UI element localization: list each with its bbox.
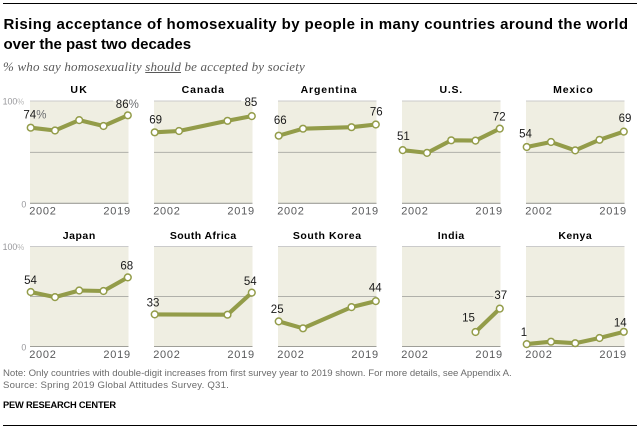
svg-text:68: 68 <box>120 261 133 273</box>
svg-text:2019: 2019 <box>227 349 254 361</box>
svg-text:2019: 2019 <box>351 205 378 217</box>
svg-text:2019: 2019 <box>227 205 254 217</box>
svg-text:2019: 2019 <box>475 205 502 217</box>
svg-text:2019: 2019 <box>103 349 130 361</box>
svg-text:Canada: Canada <box>182 84 225 96</box>
svg-text:2002: 2002 <box>153 349 180 361</box>
svg-text:Mexico: Mexico <box>553 84 594 96</box>
svg-text:South Korea: South Korea <box>293 230 362 242</box>
svg-text:54: 54 <box>244 276 257 288</box>
svg-text:2002: 2002 <box>277 205 304 217</box>
svg-text:1: 1 <box>521 327 527 339</box>
svg-text:76: 76 <box>370 106 383 118</box>
svg-text:2002: 2002 <box>525 349 552 361</box>
svg-text:54: 54 <box>24 275 37 287</box>
svg-text:UK: UK <box>70 84 88 96</box>
svg-text:72: 72 <box>493 111 506 123</box>
svg-text:2002: 2002 <box>401 205 428 217</box>
svg-text:69: 69 <box>619 113 632 125</box>
svg-text:100%: 100% <box>3 97 25 107</box>
svg-text:33: 33 <box>147 298 160 310</box>
svg-text:15: 15 <box>462 312 475 324</box>
svg-text:India: India <box>438 230 465 242</box>
svg-text:2019: 2019 <box>475 349 502 361</box>
svg-text:37: 37 <box>494 290 507 302</box>
svg-text:85: 85 <box>245 97 258 109</box>
svg-text:86%: 86% <box>116 99 139 111</box>
svg-text:2002: 2002 <box>277 349 304 361</box>
svg-text:44: 44 <box>369 283 382 295</box>
svg-text:51: 51 <box>397 131 410 143</box>
svg-text:2002: 2002 <box>153 205 180 217</box>
svg-text:0: 0 <box>21 343 26 353</box>
svg-text:2019: 2019 <box>351 349 378 361</box>
svg-text:2019: 2019 <box>599 349 626 361</box>
svg-text:Argentina: Argentina <box>301 84 358 96</box>
svg-text:Japan: Japan <box>63 230 96 242</box>
svg-text:0: 0 <box>21 199 26 209</box>
svg-text:U.S.: U.S. <box>440 84 463 96</box>
svg-text:54: 54 <box>519 129 532 141</box>
svg-text:100%: 100% <box>3 242 25 252</box>
svg-text:2002: 2002 <box>29 349 56 361</box>
svg-text:74%: 74% <box>23 110 46 122</box>
svg-text:2019: 2019 <box>599 205 626 217</box>
svg-text:69: 69 <box>149 115 162 127</box>
svg-text:South Africa: South Africa <box>170 230 237 242</box>
svg-text:25: 25 <box>271 304 284 316</box>
svg-text:Kenya: Kenya <box>558 230 592 242</box>
svg-text:2002: 2002 <box>29 205 56 217</box>
svg-text:2019: 2019 <box>103 205 130 217</box>
svg-text:66: 66 <box>274 115 287 127</box>
svg-text:2002: 2002 <box>401 349 428 361</box>
svg-text:14: 14 <box>614 318 627 330</box>
svg-text:2002: 2002 <box>525 205 552 217</box>
